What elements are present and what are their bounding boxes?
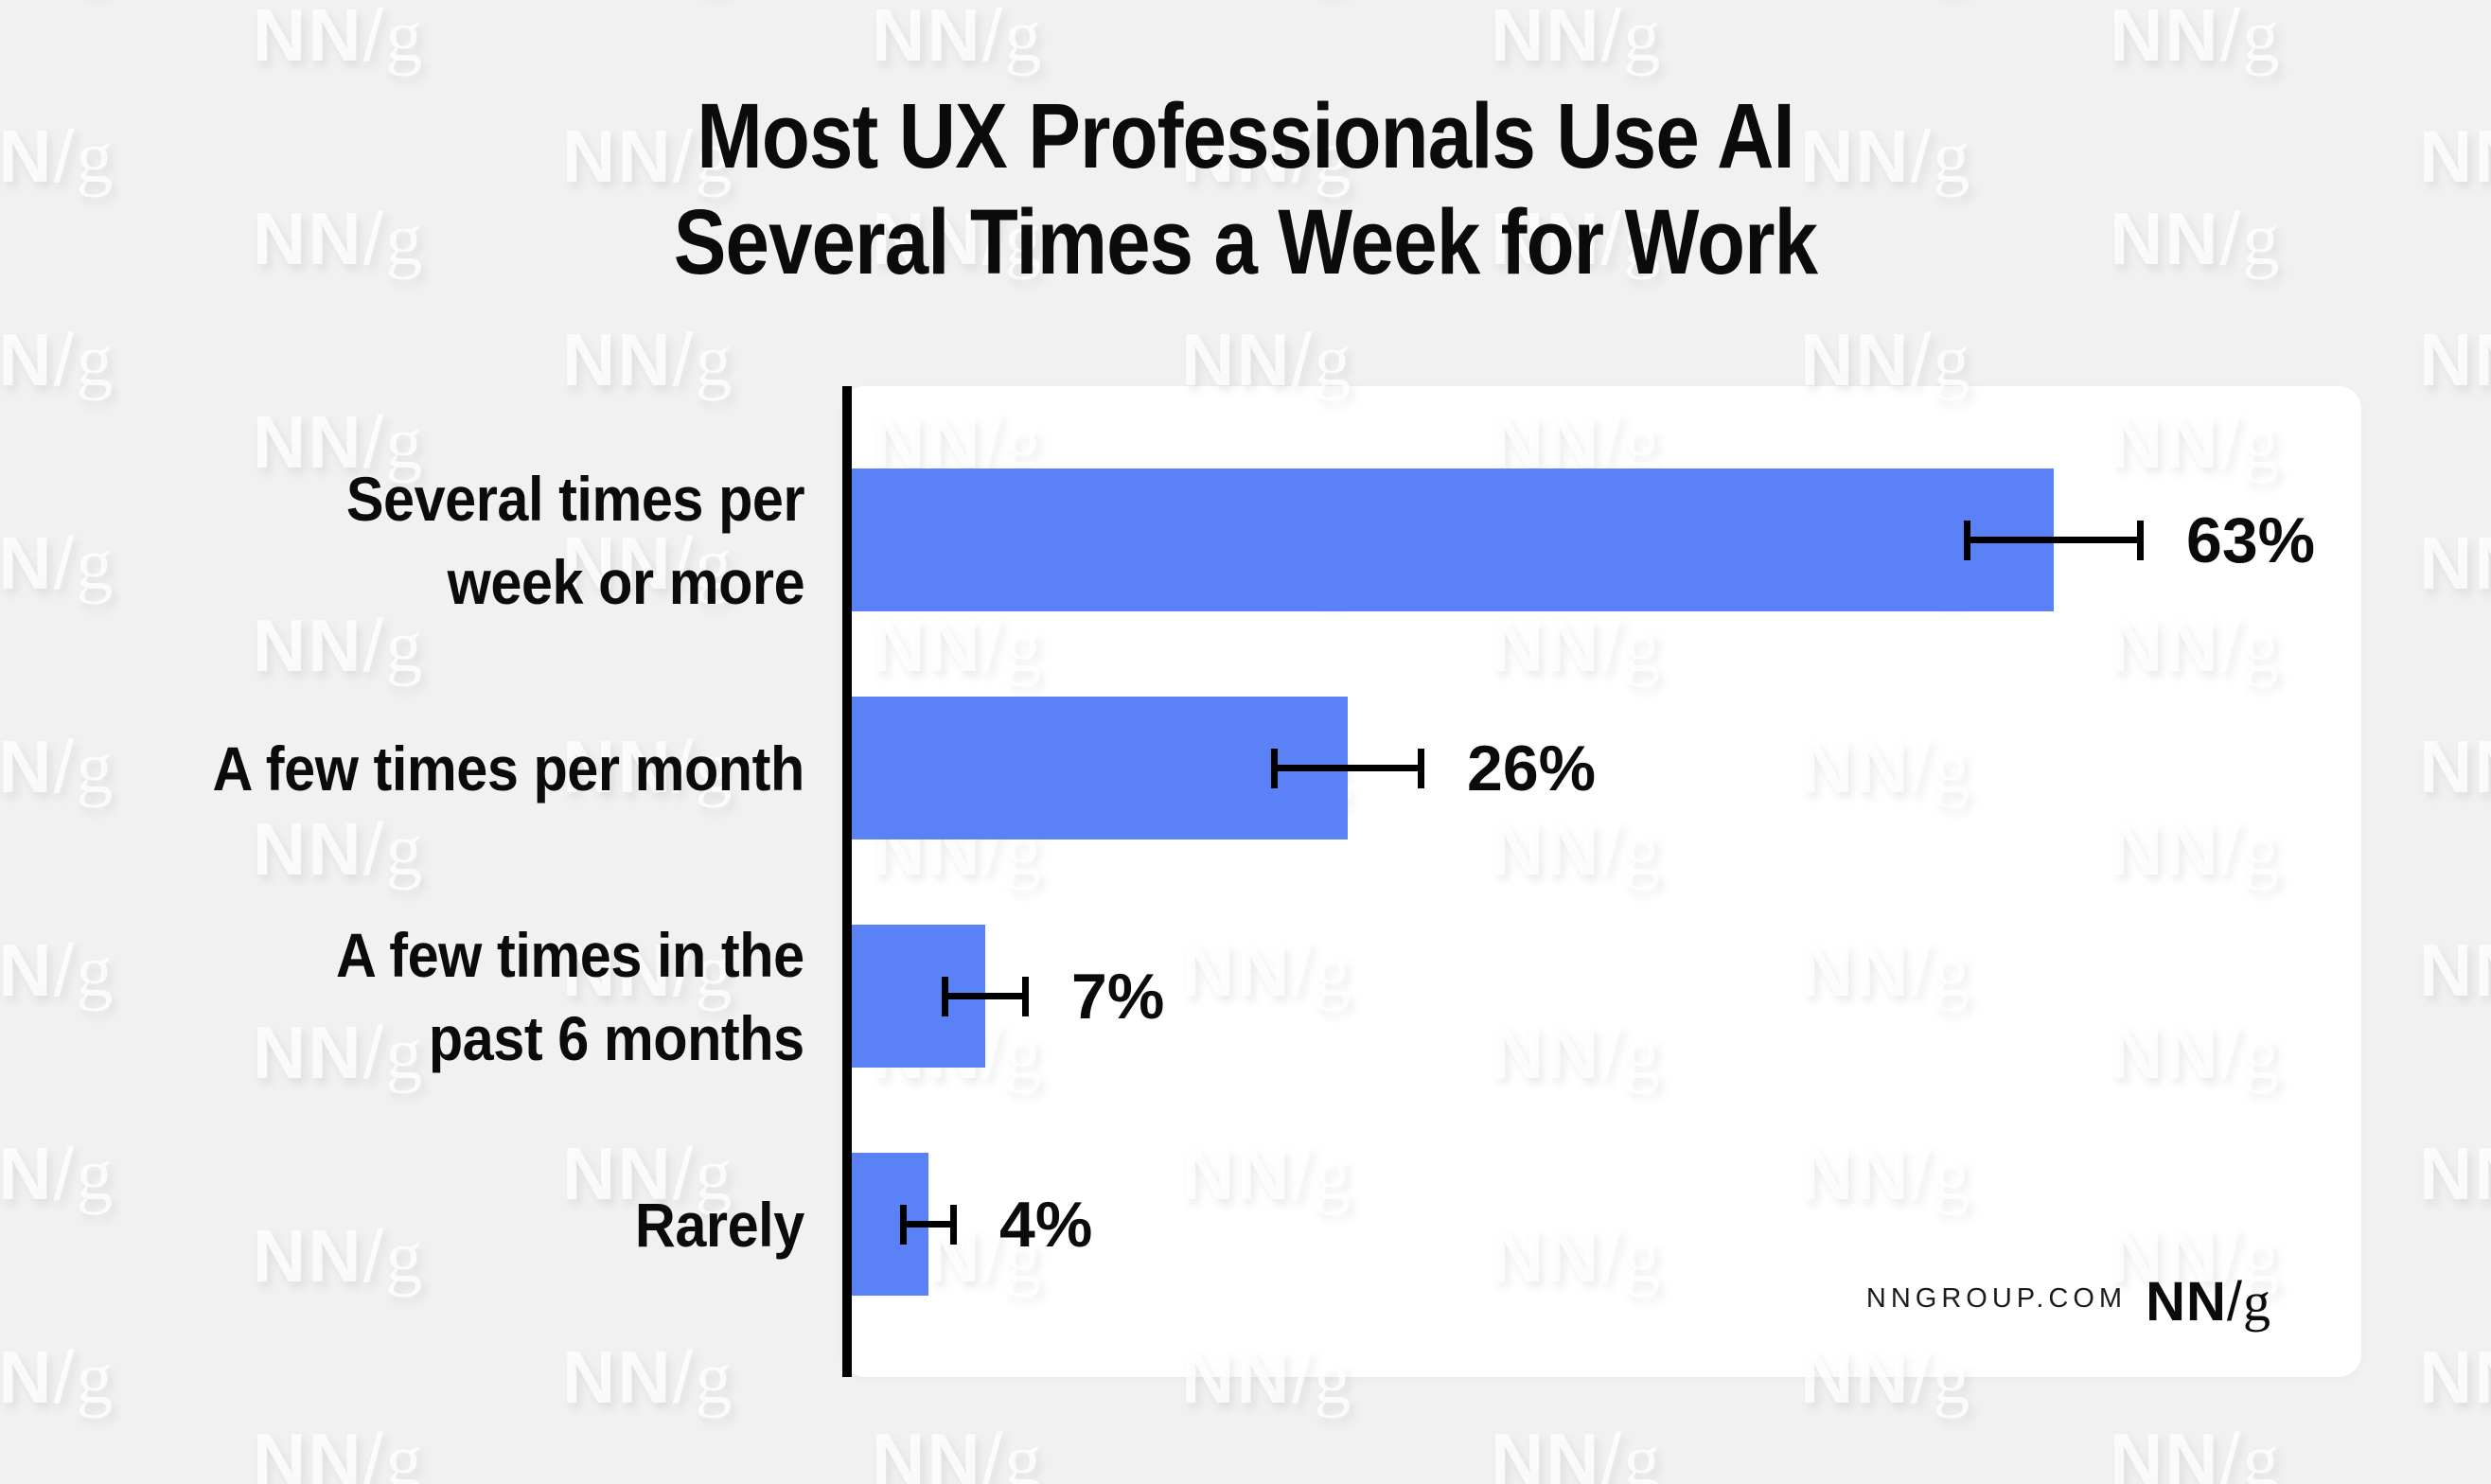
category-label: A few times in the past 6 months xyxy=(336,913,804,1080)
error-bar-cap-right xyxy=(1022,976,1029,1016)
error-bar-cap-left xyxy=(1271,748,1278,788)
nng-watermark: NN/g xyxy=(562,318,734,401)
error-bar-cap-left xyxy=(1964,520,1970,560)
error-bar-cap-right xyxy=(1418,748,1424,788)
nng-logo: NN/g xyxy=(2146,1270,2271,1334)
nng-watermark: NN/g xyxy=(0,1132,115,1215)
nng-watermark: NN/g xyxy=(1491,1418,1663,1484)
category-label-line: past 6 months xyxy=(429,1002,804,1073)
value-label: 7% xyxy=(1071,960,1165,1033)
category-label-line: A few times in the xyxy=(336,919,804,990)
error-bar-cap-left xyxy=(942,976,948,1016)
nng-watermark: NN/g xyxy=(0,725,115,808)
error-bar-cap-left xyxy=(900,1204,907,1245)
category-label-line: week or more xyxy=(447,546,804,617)
nng-watermark: NN/g xyxy=(0,1335,115,1419)
nng-watermark: NN/g xyxy=(872,0,1044,77)
nng-logo-g: g xyxy=(2243,1271,2271,1333)
nng-watermark: NN/g xyxy=(2419,1335,2491,1419)
nng-watermark: NN/g xyxy=(253,1214,425,1298)
y-axis-line xyxy=(842,386,852,1377)
error-bar xyxy=(1271,765,1424,771)
error-bar-cap-right xyxy=(950,1204,957,1245)
error-bar xyxy=(942,993,1029,999)
value-label: 26% xyxy=(1467,732,1597,804)
category-label-line: Several times per xyxy=(345,463,805,534)
error-bar xyxy=(1964,537,2144,543)
category-label: Several times per week or more xyxy=(345,457,805,624)
chart-title-line2: Several Times a Week for Work xyxy=(673,190,1818,293)
footer-branding: NNGROUP.COM NN/g xyxy=(1865,1270,2271,1333)
nng-watermark: NN/g xyxy=(0,318,115,401)
nng-watermark: NN/g xyxy=(2419,318,2491,401)
nng-watermark: NN/g xyxy=(253,807,425,891)
nng-logo-nn: NN xyxy=(2146,1271,2227,1333)
error-bar xyxy=(900,1221,957,1228)
footer-site-text: NNGROUP.COM xyxy=(1865,1283,2128,1314)
nng-watermark: NN/g xyxy=(2419,928,2491,1012)
nng-watermark: NN/g xyxy=(1491,0,1663,77)
error-bar-cap-right xyxy=(2137,520,2144,560)
bar xyxy=(852,468,2054,611)
nng-watermark: NN/g xyxy=(2110,1418,2282,1484)
nng-watermark: NN/g xyxy=(253,0,425,77)
category-label: A few times per month xyxy=(212,727,805,810)
category-label-line: A few times per month xyxy=(212,733,805,804)
nng-logo-slash: / xyxy=(2226,1271,2243,1333)
nng-watermark: NN/g xyxy=(872,1418,1044,1484)
bar xyxy=(852,697,1348,839)
category-label: Rarely xyxy=(635,1183,804,1266)
nng-watermark: NN/g xyxy=(2419,725,2491,808)
nng-watermark: NN/g xyxy=(562,1335,734,1419)
chart-title-line1: Most UX Professionals Use AI xyxy=(697,84,1794,187)
value-label: 4% xyxy=(999,1188,1093,1261)
nng-watermark: NN/g xyxy=(0,521,115,605)
value-label: 63% xyxy=(2186,504,2316,576)
nng-watermark: NN/g xyxy=(2419,521,2491,605)
nng-watermark: NN/g xyxy=(2419,1132,2491,1215)
chart-title: Most UX Professionals Use AI Several Tim… xyxy=(0,83,2491,295)
category-label-line: Rarely xyxy=(635,1189,804,1260)
nng-watermark: NN/g xyxy=(2110,0,2282,77)
nng-watermark: NN/g xyxy=(253,1418,425,1484)
nng-watermark: NN/g xyxy=(0,928,115,1012)
